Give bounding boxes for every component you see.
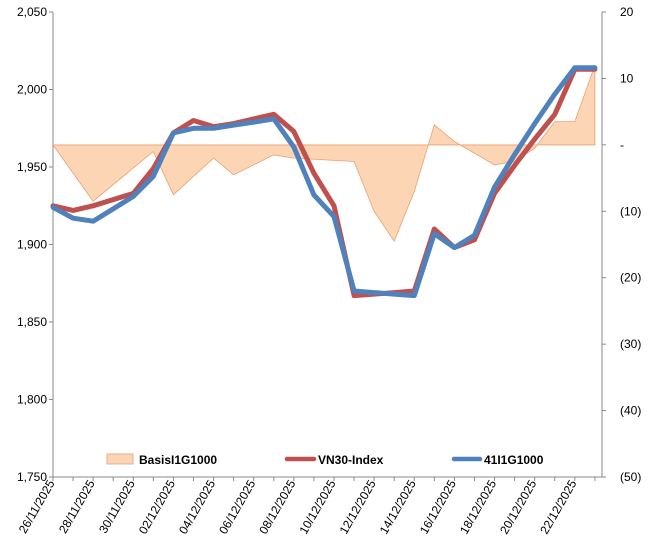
vn30-index-point: [73, 210, 74, 211]
y-right-tick-label: (40): [620, 404, 641, 418]
x-tick-label: 18/12/2025: [457, 477, 499, 536]
41i1g1000-point: [73, 218, 74, 219]
vn30-index-point: [434, 229, 435, 230]
41i1g1000-line: [53, 68, 595, 296]
legend-label-vn30: VN30-Index: [318, 453, 384, 467]
x-tick-label: 10/12/2025: [296, 477, 338, 536]
41i1g1000-point: [193, 128, 194, 129]
41i1g1000-point: [273, 118, 274, 119]
41i1g1000-point: [233, 125, 234, 126]
vn30-index-point: [534, 139, 535, 140]
vn30-index-point: [193, 120, 194, 121]
y-right-tick-label: 20: [620, 5, 634, 19]
41i1g1000-point: [113, 208, 114, 209]
x-tick-label: 12/12/2025: [337, 477, 379, 536]
vn30-index-point: [554, 114, 555, 115]
x-tick-label: 06/12/2025: [216, 477, 258, 536]
vn30-index-point: [474, 239, 475, 240]
41i1g1000-point: [133, 196, 134, 197]
x-tick-label: 22/12/2025: [537, 477, 579, 536]
y-left-tick-label: 1,850: [17, 315, 47, 329]
y-right-tick-label: (50): [620, 470, 641, 484]
41i1g1000-point: [93, 221, 94, 222]
vn30-index-point: [253, 118, 254, 119]
41i1g1000-point: [374, 292, 375, 293]
legend: BasisI1G1000 VN30-Index 41I1G1000: [107, 453, 544, 467]
y-left-tick-label: 2,000: [17, 83, 47, 97]
plot-area: [53, 12, 602, 477]
y-right-tick-label: (20): [620, 271, 641, 285]
41i1g1000-point: [494, 187, 495, 188]
vn30-index-point: [313, 173, 314, 174]
41i1g1000-point: [53, 207, 54, 208]
41i1g1000-point: [354, 291, 355, 292]
x-tick-label: 02/12/2025: [136, 477, 178, 536]
41i1g1000-point: [173, 132, 174, 133]
x-tick-label: 16/12/2025: [417, 477, 459, 536]
vn30-index-point: [293, 131, 294, 132]
41i1g1000-point: [454, 247, 455, 248]
vn30-index-point: [273, 114, 274, 115]
vn30-index-point: [333, 205, 334, 206]
41i1g1000-point: [253, 122, 254, 123]
41i1g1000-point: [213, 128, 214, 129]
41i1g1000-point: [414, 295, 415, 296]
x-tick-label: 28/11/2025: [56, 477, 98, 536]
y-left-tick-label: 1,950: [17, 160, 47, 174]
41i1g1000-point: [534, 123, 535, 124]
vn30-index-point: [354, 295, 355, 296]
x-tick-label: 26/11/2025: [16, 477, 58, 536]
y-left-tick-label: 2,050: [17, 5, 47, 19]
41i1g1000-point: [434, 233, 435, 234]
y-right-tick-label: (30): [620, 337, 641, 351]
chart: 1,7501,8001,8501,9001,9502,0002,050(50)(…: [0, 0, 649, 558]
vn30-index-point: [514, 165, 515, 166]
y-left-tick-label: 1,900: [17, 238, 47, 252]
41i1g1000-point: [293, 146, 294, 147]
x-tick-label: 14/12/2025: [377, 477, 419, 536]
41i1g1000-point: [153, 176, 154, 177]
x-tick-label: 04/12/2025: [176, 477, 218, 536]
41i1g1000-point: [514, 154, 515, 155]
y-right-tick-label: 10: [620, 71, 634, 85]
y-right-tick-label: -: [620, 138, 624, 152]
vn30-index-line: [53, 69, 595, 295]
legend-label-basis: BasisI1G1000: [139, 453, 217, 467]
legend-swatch-basis: [107, 454, 133, 464]
series-line-layer: [53, 67, 596, 296]
y-right-tick-label: (10): [620, 204, 641, 218]
41i1g1000-point: [474, 235, 475, 236]
41i1g1000-point: [554, 94, 555, 95]
vn30-index-point: [93, 205, 94, 206]
vn30-index-point: [113, 199, 114, 200]
legend-label-41i1g1000: 41I1G1000: [484, 453, 544, 467]
41i1g1000-point: [394, 294, 395, 295]
y-left-tick-label: 1,800: [17, 393, 47, 407]
41i1g1000-point: [333, 216, 334, 217]
x-tick-label: 08/12/2025: [256, 477, 298, 536]
41i1g1000-point: [594, 67, 595, 68]
41i1g1000-point: [574, 67, 575, 68]
41i1g1000-point: [313, 194, 314, 195]
x-tick-label: 30/11/2025: [96, 477, 138, 536]
x-tick-label: 20/12/2025: [497, 477, 539, 536]
vn30-index-point: [153, 168, 154, 169]
